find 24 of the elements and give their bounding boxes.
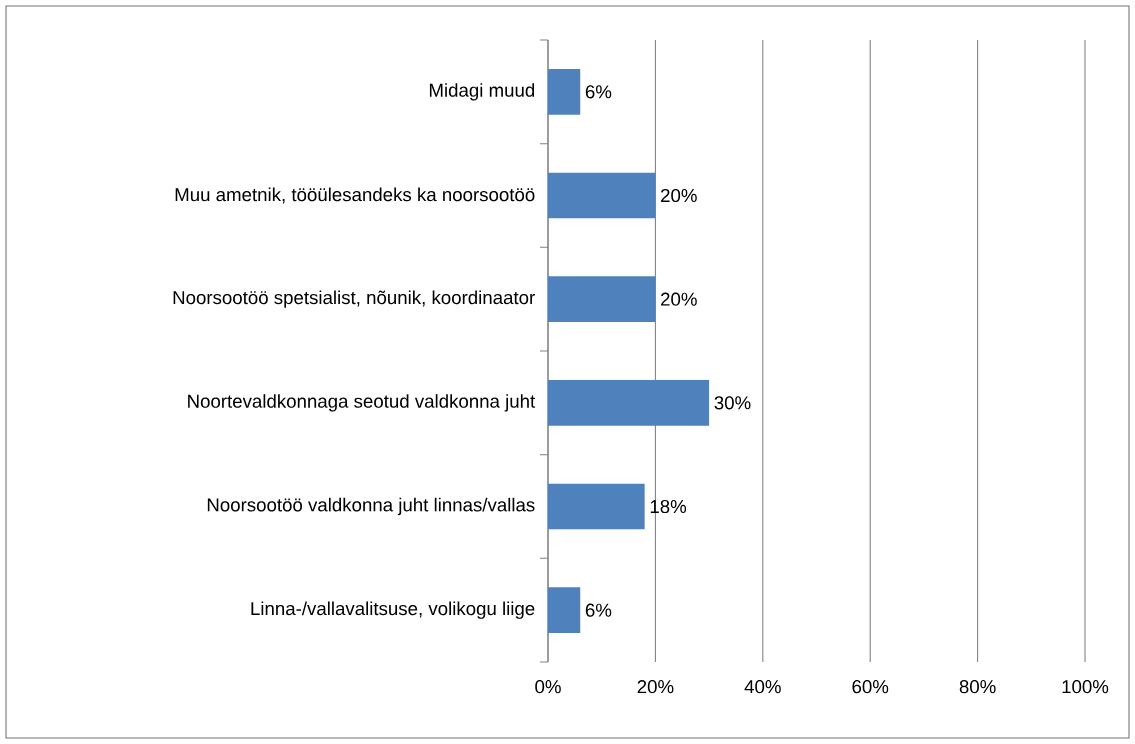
data-label: 20%	[661, 188, 697, 203]
y-tick-label: Noorsootöö valdkonna juht linnas/vallas	[207, 497, 535, 516]
bar	[548, 483, 645, 530]
bar	[548, 276, 656, 322]
x-tick-label: 60%	[852, 680, 889, 694]
x-tick-label: 40%	[744, 680, 781, 694]
y-tick-label: Linna-/vallavalitsuse, volikogu liige	[251, 601, 535, 619]
y-tick-label: Noortevaldkonnaga seotud valdkonna juht	[188, 394, 536, 412]
y-tick-label: Noorsootöö spetsialist, nõunik, koordinaator	[173, 290, 535, 308]
y-tick-label: Muu ametnik, tööülesandeks ka noorsootöö	[175, 187, 535, 204]
x-tick-label: 100%	[1062, 680, 1109, 694]
bar	[548, 172, 656, 219]
data-label: 6%	[585, 85, 612, 99]
x-tick-label: 0%	[535, 680, 561, 694]
bar	[548, 380, 710, 426]
y-tick-label: Midagi muud	[429, 83, 535, 101]
bar	[548, 587, 581, 633]
data-label: 6%	[585, 603, 612, 617]
x-tick-label: 20%	[637, 680, 674, 694]
x-tick-label: 80%	[959, 680, 996, 694]
bar	[548, 69, 581, 115]
data-label: 30%	[714, 396, 751, 410]
data-label: 18%	[650, 499, 687, 514]
data-label: 20%	[661, 292, 697, 306]
